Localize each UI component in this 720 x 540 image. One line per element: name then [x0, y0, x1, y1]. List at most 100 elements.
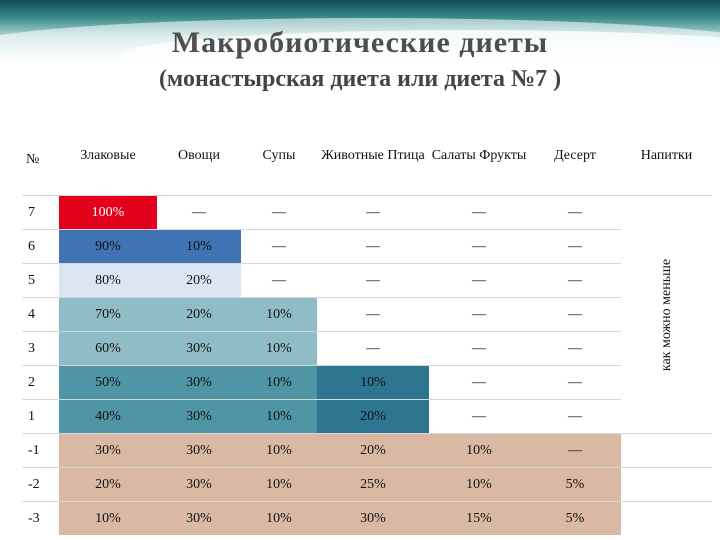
table-cell: 20%: [157, 263, 241, 298]
header-number: №: [26, 152, 40, 167]
row-number-cell: -1: [22, 433, 59, 468]
table-cell: 30%: [317, 501, 429, 535]
table-row: 7 100% — — — — — как можно меньше: [22, 195, 712, 434]
row-number-cell: 1: [22, 399, 59, 434]
row-number-cell: 2: [22, 365, 59, 400]
header-soups: Супы: [262, 148, 296, 163]
beverages-note: как можно меньше: [658, 258, 674, 371]
table-cell: —: [429, 263, 529, 298]
table-cell: —: [529, 331, 621, 366]
empty-beverage-cell: [621, 433, 712, 468]
table-cell: 30%: [157, 433, 241, 468]
header-cereals: Злаковые: [80, 148, 136, 163]
table-cell: —: [241, 195, 317, 230]
table-cell: 10%: [241, 331, 317, 366]
header-vegetables: Овощи: [178, 148, 220, 163]
table-cell: 10%: [317, 365, 429, 400]
table-cell: —: [429, 195, 529, 230]
table-cell: —: [429, 297, 529, 332]
table-cell: —: [429, 331, 529, 366]
table-cell: 10%: [157, 229, 241, 264]
table-cell: 20%: [59, 467, 157, 502]
table-cell: 25%: [317, 467, 429, 502]
table-cell: —: [529, 297, 621, 332]
table-cell: 80%: [59, 263, 157, 298]
table-cell: —: [317, 195, 429, 230]
table-cell: 10%: [241, 433, 317, 468]
table-cell: 30%: [157, 399, 241, 434]
table-cell: 100%: [59, 195, 157, 230]
table-row: -1 30% 30% 10% 20% 10% —: [22, 433, 712, 468]
table-cell: —: [317, 229, 429, 264]
table-row: -3 10% 30% 10% 30% 15% 5%: [22, 501, 712, 535]
table-cell: 30%: [59, 433, 157, 468]
table-cell: 20%: [157, 297, 241, 332]
table-cell: 10%: [241, 501, 317, 535]
table-cell: —: [241, 229, 317, 264]
table-cell: —: [317, 331, 429, 366]
table-cell: 60%: [59, 331, 157, 366]
header-row: № Злаковые Овощи Супы Животные Птица Сал…: [22, 117, 712, 196]
table-cell: —: [317, 263, 429, 298]
table-cell: 10%: [59, 501, 157, 535]
empty-beverage-cell: [621, 467, 712, 502]
row-number-cell: 7: [22, 195, 59, 230]
page-title: Макробиотические диеты: [171, 26, 549, 59]
table-cell: 30%: [157, 501, 241, 535]
header-animal-poultry: Животные Птица: [321, 148, 425, 163]
table-row: 3 60% 30% 10% — — —: [22, 331, 712, 366]
header-dessert: Десерт: [554, 148, 596, 163]
table-row: 2 50% 30% 10% 10% — —: [22, 365, 712, 400]
table-cell: —: [429, 365, 529, 400]
table-row: 5 80% 20% — — — —: [22, 263, 712, 298]
table-body: 7 100% — — — — — как можно меньше 6 90% 10% — — — —5 80…: [22, 195, 712, 535]
table-cell: —: [241, 263, 317, 298]
table-cell: 40%: [59, 399, 157, 434]
header-salads-fruits: Салаты Фрукты: [431, 148, 527, 163]
row-number-cell: 3: [22, 331, 59, 366]
table-cell: 10%: [241, 297, 317, 332]
table-cell: 70%: [59, 297, 157, 332]
table-cell: —: [317, 297, 429, 332]
table-cell: —: [529, 195, 621, 230]
table-cell: 10%: [241, 399, 317, 434]
diet-table: № Злаковые Овощи Супы Животные Птица Сал…: [22, 117, 712, 535]
table-cell: 5%: [529, 501, 621, 535]
table-row: 1 40% 30% 10% 20% — —: [22, 399, 712, 434]
row-number-cell: -2: [22, 467, 59, 502]
table-cell: —: [529, 365, 621, 400]
table-cell: 5%: [529, 467, 621, 502]
empty-beverage-cell: [621, 501, 712, 535]
table-cell: 90%: [59, 229, 157, 264]
header-beverages: Напитки: [640, 148, 693, 163]
table-cell: 10%: [241, 365, 317, 400]
diet-table-container: № Злаковые Овощи Супы Животные Птица Сал…: [22, 117, 712, 535]
table-cell: 20%: [317, 433, 429, 468]
table-cell: 30%: [157, 331, 241, 366]
table-row: 4 70% 20% 10% — — —: [22, 297, 712, 332]
table-cell: —: [429, 399, 529, 434]
table-cell: —: [529, 399, 621, 434]
table-cell: —: [529, 229, 621, 264]
table-cell: 50%: [59, 365, 157, 400]
table-cell: 30%: [157, 467, 241, 502]
row-number-cell: 6: [22, 229, 59, 264]
table-row: 6 90% 10% — — — —: [22, 229, 712, 264]
row-number-cell: 5: [22, 263, 59, 298]
table-cell: —: [529, 263, 621, 298]
table-cell: 10%: [241, 467, 317, 502]
row-number-cell: 4: [22, 297, 59, 332]
row-number-cell: -3: [22, 501, 59, 535]
table-cell: 30%: [157, 365, 241, 400]
table-cell: —: [429, 229, 529, 264]
table-cell: 10%: [429, 433, 529, 468]
table-row: -2 20% 30% 10% 25% 10% 5%: [22, 467, 712, 502]
table-cell: —: [157, 195, 241, 230]
page-subtitle: (монастырская диета или диета №7 ): [158, 66, 562, 92]
table-cell: 20%: [317, 399, 429, 434]
header-banner: [0, 0, 720, 62]
beverages-cell: как можно меньше: [621, 195, 712, 434]
table-cell: —: [529, 433, 621, 468]
table-cell: 15%: [429, 501, 529, 535]
table-cell: 10%: [429, 467, 529, 502]
